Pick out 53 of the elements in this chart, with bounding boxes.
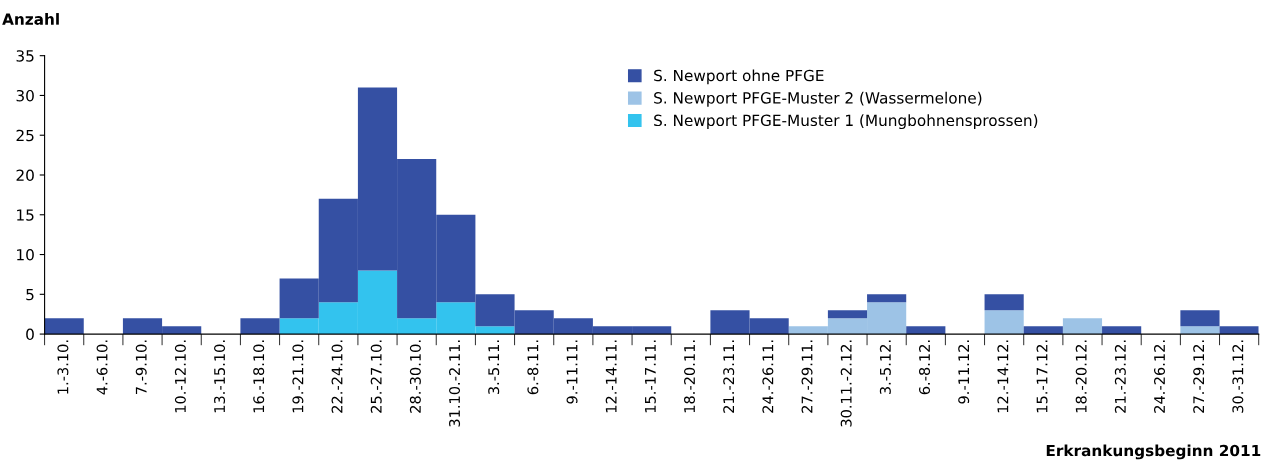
y-tick-label: 0 xyxy=(26,328,34,341)
x-tick-label: 6.-8.11. xyxy=(527,340,539,395)
x-tick-label: 24.-26.11. xyxy=(762,340,774,413)
x-tick-label: 30.-31.12. xyxy=(1232,340,1244,413)
x-tick-label: 1.-3.10. xyxy=(57,340,69,394)
x-tick-label: 6.-8.12. xyxy=(919,340,931,395)
legend-label: S. Newport ohne PFGE xyxy=(654,69,824,85)
x-tick-label: 4.-6.10. xyxy=(96,340,108,395)
y-tick-label: 30 xyxy=(16,89,34,102)
y-tick-label: 10 xyxy=(17,249,34,261)
x-tick-label: 21.-23.11. xyxy=(723,340,735,413)
y-tick-label: 5 xyxy=(26,288,34,301)
bar xyxy=(1180,326,1220,335)
x-tick-label: 13.-15.10. xyxy=(214,340,226,413)
x-tick-label: 18.-20.12. xyxy=(1075,340,1087,413)
x-tick-label: 3.-5.11. xyxy=(488,340,500,395)
x-tick-label: 27.-29.11. xyxy=(801,340,813,413)
bar xyxy=(984,310,1024,335)
y-tick-label: 25 xyxy=(16,129,34,142)
bar xyxy=(1062,318,1103,335)
x-tick-label: 7.-9.10. xyxy=(135,340,147,395)
x-tick-label: 15.-17.12. xyxy=(1036,340,1048,413)
x-tick-label: 15.-17.11. xyxy=(645,340,656,413)
x-tick-label: 21.-23.12. xyxy=(1114,340,1126,413)
bar xyxy=(1180,310,1220,327)
legend-label: S. Newport PFGE-Muster 2 (Wassermelone) xyxy=(654,91,982,107)
bar xyxy=(44,318,84,335)
x-axis-title: Erkrankungsbeginn 2011 xyxy=(1046,444,1261,460)
x-tick-label: 9.-11.12. xyxy=(958,340,970,404)
bar xyxy=(240,318,280,335)
x-tick-label: 12.-14.11. xyxy=(605,340,617,413)
bar xyxy=(867,294,907,303)
x-tick-label: 10.-12.10. xyxy=(174,340,186,413)
x-tick-label: 3.-5.12. xyxy=(879,340,891,395)
x-tick-label: 18.-20.11. xyxy=(684,340,696,413)
x-tick-label: 30.11.-2.12. xyxy=(840,340,852,427)
y-tick-label: 15 xyxy=(17,209,34,221)
x-tick-label: 22.-24.10. xyxy=(331,340,343,413)
bar xyxy=(984,294,1024,311)
y-axis-title: Anzahl xyxy=(2,13,59,25)
y-tick-label: 20 xyxy=(16,169,34,182)
x-tick-label: 31.10.-2.11. xyxy=(449,340,461,427)
x-tick-label: 27.-29.12. xyxy=(1193,340,1205,413)
x-tick-label: 12.-14.12. xyxy=(997,340,1009,413)
x-tick-label: 19.-21.10. xyxy=(292,340,304,413)
y-tick-label: 35 xyxy=(16,50,34,62)
x-tick-label: 24.-26.12. xyxy=(1154,340,1166,413)
legend-label: S. Newport PFGE-Muster 1 (Mungbohnensprossen) xyxy=(654,114,1038,130)
x-tick-label: 28.-30.10. xyxy=(409,340,421,413)
x-tick-label: 16.-18.10. xyxy=(253,340,265,413)
x-tick-label: 9.-11.11. xyxy=(566,340,578,404)
x-tick-label: 25.-27.10. xyxy=(370,340,382,413)
bar xyxy=(827,310,868,319)
